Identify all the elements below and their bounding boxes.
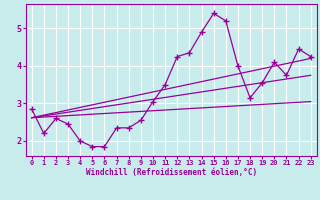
X-axis label: Windchill (Refroidissement éolien,°C): Windchill (Refroidissement éolien,°C)	[86, 168, 257, 177]
